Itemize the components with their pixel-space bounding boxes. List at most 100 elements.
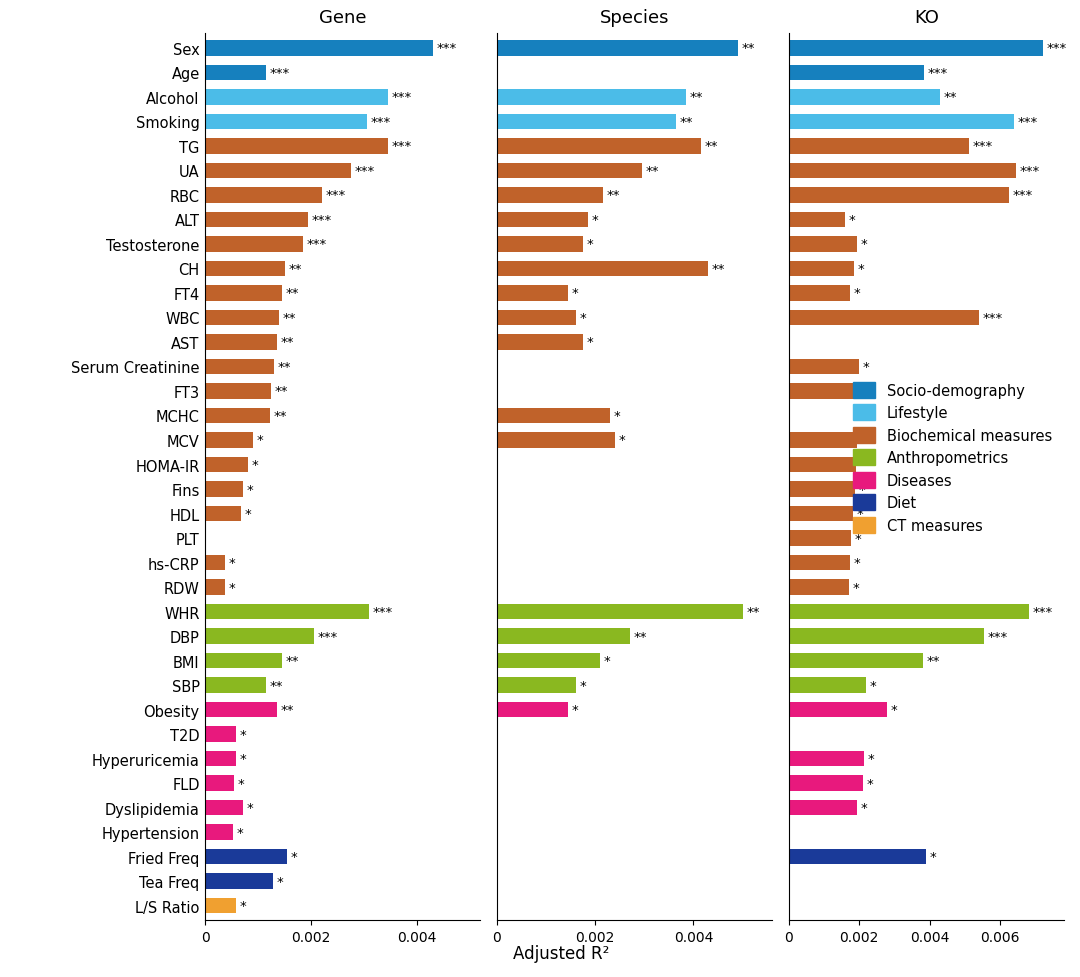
Bar bbox=[205, 579, 226, 595]
Text: *: * bbox=[868, 752, 875, 765]
Text: *: * bbox=[859, 483, 865, 496]
Bar bbox=[205, 90, 388, 106]
Text: *: * bbox=[863, 361, 869, 373]
Title: Species: Species bbox=[599, 9, 670, 27]
Text: ***: *** bbox=[1018, 116, 1038, 129]
Bar bbox=[205, 189, 322, 203]
Text: **: ** bbox=[704, 141, 718, 153]
Text: *: * bbox=[579, 679, 585, 692]
Text: *: * bbox=[930, 850, 936, 864]
Bar bbox=[497, 237, 583, 252]
Text: *: * bbox=[252, 458, 258, 472]
Text: **: ** bbox=[927, 655, 940, 667]
Bar bbox=[205, 139, 388, 154]
Text: *: * bbox=[229, 581, 235, 594]
Bar bbox=[788, 579, 849, 595]
Bar bbox=[788, 189, 1009, 203]
Bar bbox=[205, 678, 266, 693]
Text: *: * bbox=[276, 874, 283, 888]
Text: **: ** bbox=[283, 312, 296, 324]
Text: *: * bbox=[247, 483, 254, 496]
Bar bbox=[205, 555, 226, 571]
Legend: Socio-demography, Lifestyle, Biochemical measures, Anthropometrics, Diseases, Di: Socio-demography, Lifestyle, Biochemical… bbox=[849, 378, 1056, 537]
Bar bbox=[497, 335, 583, 350]
Text: *: * bbox=[852, 581, 859, 594]
Bar bbox=[497, 702, 568, 717]
Text: ***: *** bbox=[391, 141, 411, 153]
Text: **: ** bbox=[288, 263, 301, 276]
Bar bbox=[497, 213, 588, 228]
Bar bbox=[788, 360, 860, 375]
Bar bbox=[497, 311, 576, 325]
Bar bbox=[205, 41, 433, 57]
Text: *: * bbox=[586, 238, 593, 251]
Bar bbox=[205, 360, 274, 375]
Bar bbox=[788, 164, 1016, 179]
Bar bbox=[205, 654, 282, 668]
Bar bbox=[788, 555, 850, 571]
Bar bbox=[788, 114, 1014, 130]
Text: **: ** bbox=[741, 42, 755, 56]
Bar bbox=[788, 629, 984, 644]
Text: **: ** bbox=[275, 385, 288, 398]
Text: **: ** bbox=[646, 165, 659, 178]
Bar bbox=[788, 800, 858, 816]
Text: ***: *** bbox=[307, 238, 327, 251]
Text: *: * bbox=[247, 801, 254, 814]
Bar bbox=[205, 164, 351, 179]
Bar bbox=[788, 262, 854, 276]
Text: *: * bbox=[571, 287, 579, 300]
Bar bbox=[497, 90, 686, 106]
Text: **: ** bbox=[679, 116, 693, 129]
Bar bbox=[205, 457, 247, 473]
Bar bbox=[205, 213, 309, 228]
Text: Adjusted R²: Adjusted R² bbox=[513, 945, 610, 962]
Bar bbox=[497, 164, 642, 179]
Text: *: * bbox=[869, 679, 877, 692]
Bar bbox=[497, 433, 615, 448]
Bar bbox=[497, 41, 738, 57]
Bar bbox=[205, 114, 366, 130]
Bar bbox=[205, 800, 243, 816]
Bar bbox=[205, 237, 303, 252]
Bar bbox=[205, 898, 235, 913]
Bar bbox=[788, 702, 888, 717]
Text: **: ** bbox=[273, 409, 287, 423]
Bar bbox=[788, 678, 866, 693]
Bar bbox=[788, 776, 863, 790]
Bar bbox=[788, 457, 856, 473]
Bar bbox=[205, 482, 243, 497]
Text: ***: *** bbox=[325, 190, 346, 202]
Text: ***: *** bbox=[1032, 606, 1052, 618]
Title: KO: KO bbox=[914, 9, 939, 27]
Bar bbox=[788, 482, 855, 497]
Bar bbox=[788, 433, 858, 448]
Bar bbox=[788, 90, 941, 106]
Bar bbox=[205, 849, 287, 865]
Text: *: * bbox=[579, 312, 585, 324]
Text: *: * bbox=[866, 777, 873, 789]
Text: *: * bbox=[858, 263, 864, 276]
Bar bbox=[205, 702, 276, 717]
Bar bbox=[205, 776, 234, 790]
Text: ***: *** bbox=[972, 141, 993, 153]
Text: ***: *** bbox=[1020, 165, 1040, 178]
Bar bbox=[788, 531, 851, 546]
Text: **: ** bbox=[278, 361, 292, 373]
Text: *: * bbox=[861, 434, 867, 447]
Bar bbox=[788, 751, 864, 766]
Text: ***: *** bbox=[370, 116, 391, 129]
Title: Gene: Gene bbox=[319, 9, 366, 27]
Text: ***: *** bbox=[436, 42, 457, 56]
Bar bbox=[788, 213, 845, 228]
Text: **: ** bbox=[944, 91, 957, 105]
Text: *: * bbox=[291, 850, 298, 864]
Text: ***: *** bbox=[1013, 190, 1032, 202]
Bar bbox=[788, 654, 922, 668]
Text: ***: *** bbox=[928, 66, 948, 80]
Text: *: * bbox=[240, 728, 246, 741]
Bar bbox=[205, 335, 276, 350]
Bar bbox=[497, 654, 600, 668]
Text: *: * bbox=[619, 434, 625, 447]
Text: *: * bbox=[861, 801, 867, 814]
